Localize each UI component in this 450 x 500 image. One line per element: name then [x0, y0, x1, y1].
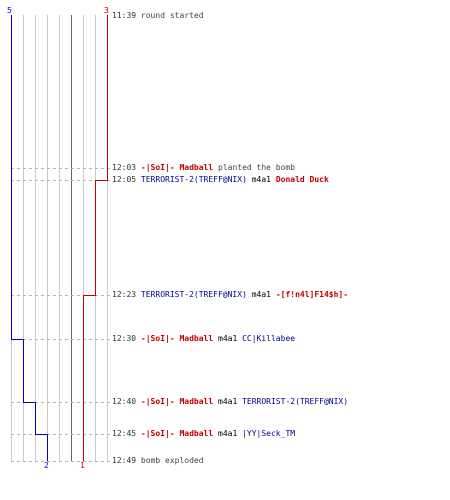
event-time: 12:45: [112, 429, 137, 438]
event-kill: 12:45 -|SoI|- Madball m4a1 |YY|Seck_TM: [112, 428, 295, 440]
event-time: 12:49: [112, 456, 137, 465]
event-guides: [11, 168, 111, 462]
event-weapon: m4a1: [218, 429, 238, 438]
event-time: 12:23: [112, 290, 137, 299]
red-start-count: 3: [104, 6, 109, 15]
event-kill: 12:05 TERRORIST-2(TREFF@NIX) m4a1 Donald…: [112, 174, 329, 186]
event-victim: Donald Duck: [275, 175, 329, 184]
event-killer: -|SoI|- Madball: [140, 429, 214, 438]
lane-grid: [11, 15, 108, 461]
event-bomb-planted: 12:03 -|SoI|- Madball planted the bomb: [112, 162, 295, 174]
event-time: 12:03: [112, 163, 137, 172]
event-kill: 12:40 -|SoI|- Madball m4a1 TERRORIST-2(T…: [112, 396, 348, 408]
event-weapon: m4a1: [218, 334, 238, 343]
event-message: planted the bomb: [218, 163, 296, 172]
event-victim: TERRORIST-2(TREFF@NIX): [242, 397, 349, 406]
red-team-alive-line: [83, 15, 108, 461]
event-message: bomb exploded: [140, 456, 204, 465]
event-victim: -[f!n4l]F14$h]-: [275, 290, 349, 299]
event-time: 12:30: [112, 334, 137, 343]
event-killer: TERRORIST-2(TREFF@NIX): [140, 175, 247, 184]
event-time: 11:39: [112, 11, 137, 20]
blue-start-count: 5: [7, 6, 12, 15]
red-end-count: 1: [80, 461, 85, 470]
event-weapon: m4a1: [218, 397, 238, 406]
blue-end-count: 2: [44, 461, 49, 470]
event-weapon: m4a1: [251, 175, 271, 184]
event-time: 12:05: [112, 175, 137, 184]
event-victim: CC|Killabee: [242, 334, 296, 343]
event-round-started: 11:39 round started: [112, 10, 204, 22]
event-player: -|SoI|- Madball: [140, 163, 214, 172]
event-weapon: m4a1: [251, 290, 271, 299]
event-victim: |YY|Seck_TM: [242, 429, 296, 438]
event-time: 12:40: [112, 397, 137, 406]
event-kill: 12:23 TERRORIST-2(TREFF@NIX) m4a1 -[f!n4…: [112, 289, 348, 301]
event-kill: 12:30 -|SoI|- Madball m4a1 CC|Killabee: [112, 333, 295, 345]
event-killer: -|SoI|- Madball: [140, 334, 214, 343]
event-bomb-exploded: 12:49 bomb exploded: [112, 455, 204, 467]
event-killer: TERRORIST-2(TREFF@NIX): [140, 290, 247, 299]
event-killer: -|SoI|- Madball: [140, 397, 214, 406]
blue-team-alive-line: [11, 15, 48, 461]
event-message: round started: [140, 11, 204, 20]
